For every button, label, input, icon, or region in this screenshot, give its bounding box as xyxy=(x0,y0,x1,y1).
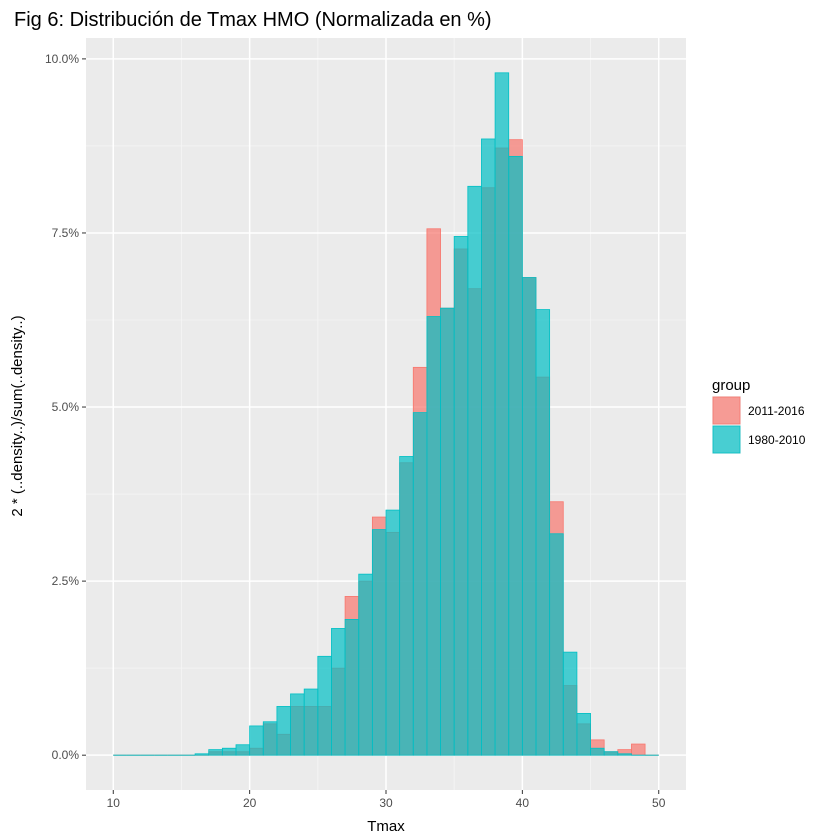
x-tick-label: 30 xyxy=(379,796,393,810)
x-tick-label: 20 xyxy=(243,796,257,810)
bar-1980-2010-27 xyxy=(344,619,360,756)
bar-1980-2010-28 xyxy=(358,573,373,756)
bar-1980-2010-41 xyxy=(535,309,551,756)
y-tick-label: 2.5% xyxy=(52,574,80,588)
bar-1980-2010-18 xyxy=(221,747,237,756)
bar-1980-2010-21 xyxy=(262,721,278,756)
x-tick-label: 50 xyxy=(652,796,666,810)
bar-2011-2016-48 xyxy=(631,743,646,756)
bar-1980-2010-20 xyxy=(249,725,264,756)
y-axis: 0.0% 2.5% 5.0% 7.5% 10.0% xyxy=(45,52,86,762)
bar-1980-2010-44 xyxy=(576,713,591,756)
bar-1980-2010-30 xyxy=(385,509,401,756)
legend-label: 1980-2010 xyxy=(748,433,806,447)
bar-1980-2010-22 xyxy=(276,706,291,756)
bar-1980-2010-47 xyxy=(617,753,632,756)
bar-1980-2010-24 xyxy=(303,688,319,756)
legend: group 2011-2016 1980-2010 xyxy=(712,377,806,454)
bar-1980-2010-23 xyxy=(290,693,305,756)
bar-1980-2010-31 xyxy=(399,456,414,756)
bar-1980-2010-26 xyxy=(331,628,346,756)
bar-1980-2010-37 xyxy=(481,138,496,756)
bar-1980-2010-36 xyxy=(467,185,482,756)
x-tick-label: 40 xyxy=(516,796,530,810)
bar-1980-2010-29 xyxy=(371,529,387,756)
y-tick-label: 0.0% xyxy=(52,748,80,762)
y-axis-title: 2 * (..density..)/sum(..density..) xyxy=(9,315,26,516)
bar-1980-2010-33 xyxy=(426,316,441,756)
bar-layer xyxy=(113,72,659,756)
bar-1980-2010-17 xyxy=(208,749,223,756)
bar-1980-2010-19 xyxy=(235,744,251,756)
legend-label: 2011-2016 xyxy=(748,404,805,418)
y-tick-label: 7.5% xyxy=(52,226,80,240)
legend-title: group xyxy=(712,377,750,394)
legend-swatch xyxy=(712,425,741,454)
y-tick-label: 10.0% xyxy=(45,52,79,66)
bar-1980-2010-42 xyxy=(549,533,564,756)
bar-1980-2010-38 xyxy=(494,72,510,756)
chart-title: Fig 6: Distribución de Tmax HMO (Normali… xyxy=(14,9,492,31)
bar-1980-2010-34 xyxy=(440,307,455,756)
bar-1980-2010-43 xyxy=(562,651,578,756)
bar-1980-2010-40 xyxy=(521,277,537,756)
bar-1980-2010-39 xyxy=(508,155,523,756)
legend-swatch xyxy=(712,396,741,425)
x-axis: 10 20 30 40 50 xyxy=(107,790,666,810)
bar-1980-2010-16 xyxy=(194,753,210,756)
bar-1980-2010-35 xyxy=(453,236,469,756)
y-tick-label: 5.0% xyxy=(52,400,80,414)
bar-1980-2010-45 xyxy=(590,747,605,756)
bar-1980-2010-25 xyxy=(317,655,332,756)
bar-1980-2010-32 xyxy=(412,412,428,756)
x-axis-title: Tmax xyxy=(367,818,405,835)
x-tick-label: 10 xyxy=(107,796,121,810)
bar-1980-2010-46 xyxy=(603,751,619,756)
